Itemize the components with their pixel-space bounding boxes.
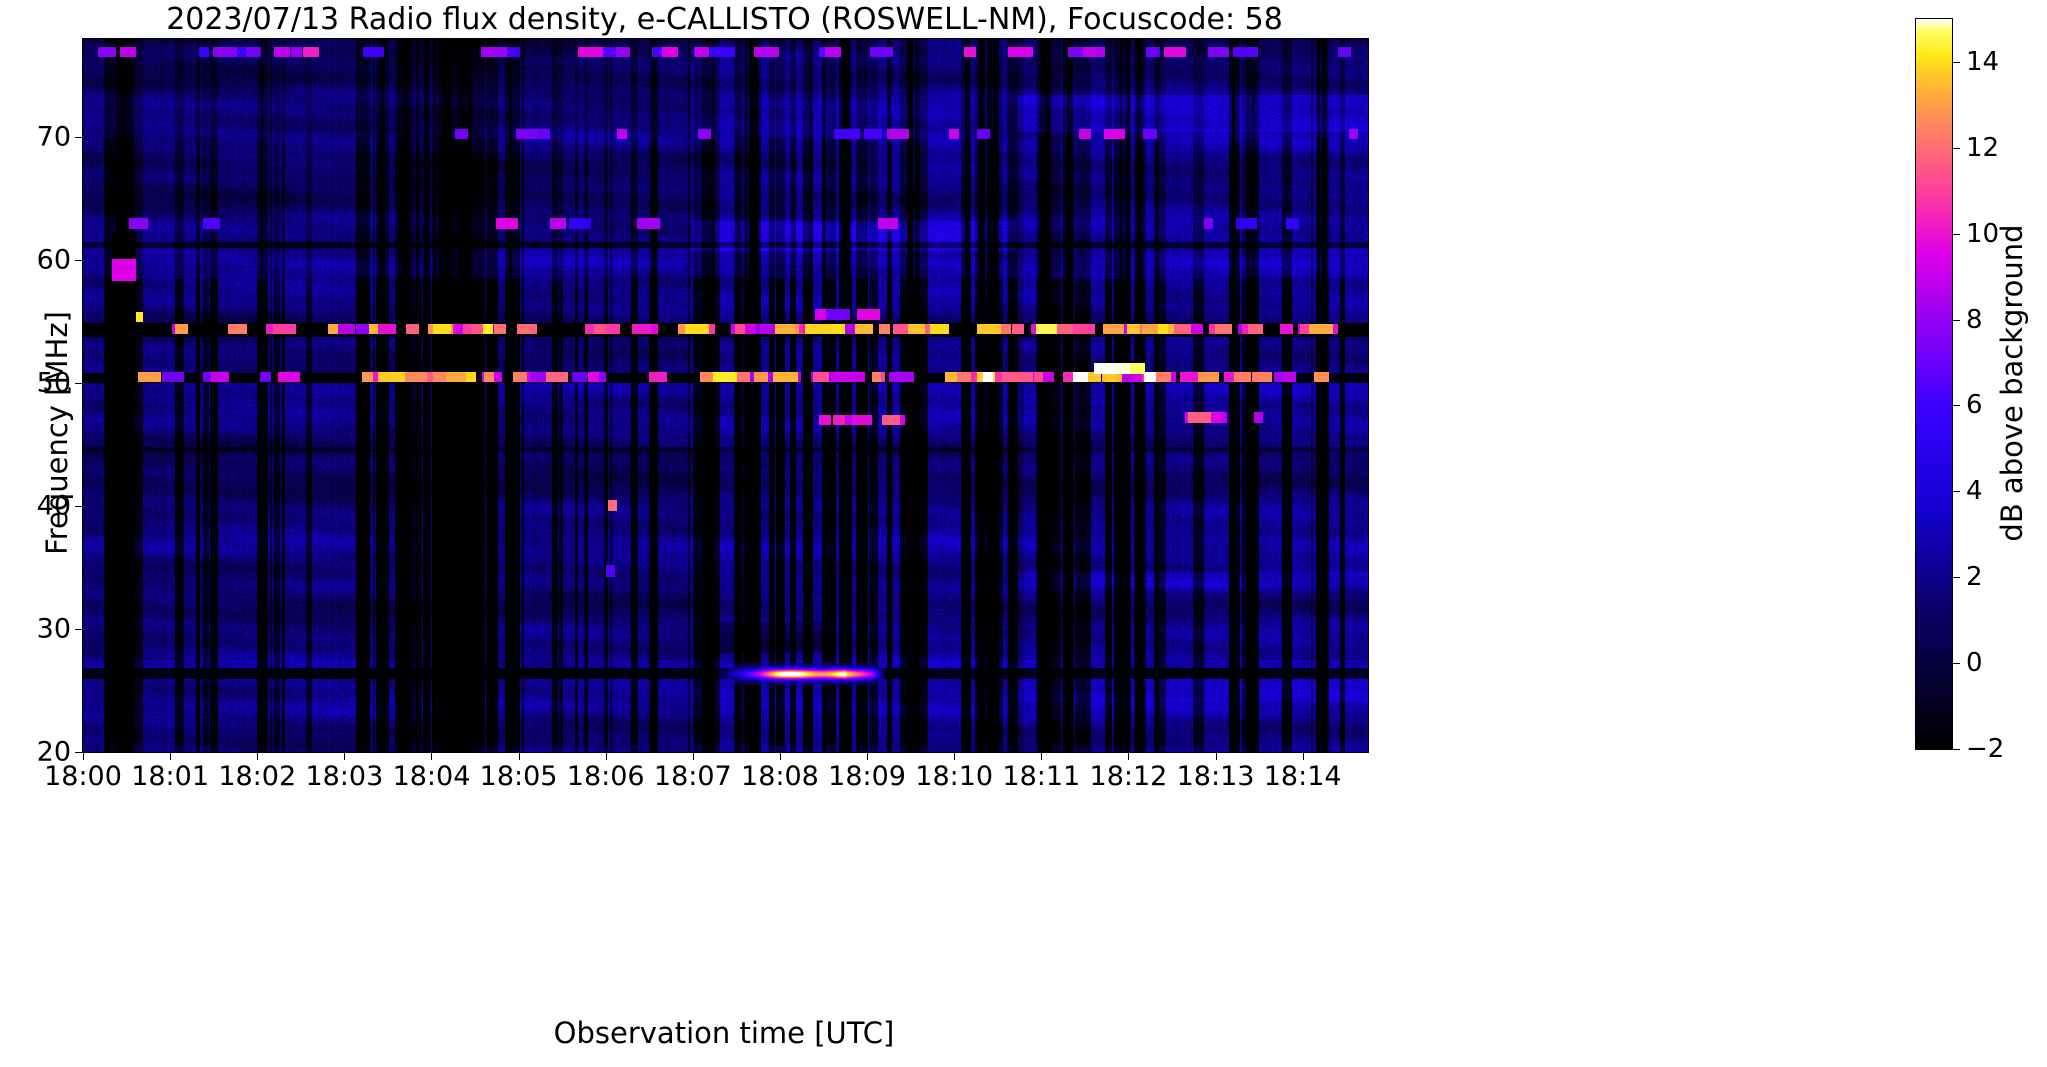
- x-tick-mark: [257, 753, 259, 760]
- x-tick-mark: [431, 753, 433, 760]
- x-tick-label: 18:00: [44, 761, 122, 792]
- colorbar-tick-mark: [1953, 491, 1960, 493]
- colorbar-gradient: [1916, 19, 1952, 749]
- page-title: 2023/07/13 Radio flux density, e-CALLIST…: [166, 2, 1283, 37]
- y-tick-label: 30: [36, 613, 71, 645]
- x-tick-mark: [1302, 753, 1304, 760]
- x-tick-label: 18:01: [131, 761, 210, 792]
- x-tick-label: 18:02: [218, 761, 297, 792]
- x-tick-label: 18:05: [479, 761, 558, 792]
- x-tick-label: 18:12: [1089, 761, 1168, 792]
- x-tick-mark: [344, 753, 346, 760]
- x-tick-mark: [83, 753, 84, 760]
- x-axis-ticks: 18:00 18:01 18:02 18:03 18:04 18:05 18:06 18:07…: [44, 753, 1368, 813]
- colorbar-tick-mark: [1953, 577, 1960, 579]
- x-tick-label: 18:11: [1002, 761, 1081, 792]
- x-tick-mark: [954, 753, 956, 760]
- x-tick-mark: [518, 753, 520, 760]
- x-tick-label: 18:04: [392, 761, 471, 792]
- colorbar-tick-mark: [1953, 405, 1960, 407]
- spectrogram-heatmap: [83, 39, 1368, 752]
- x-tick-mark: [692, 753, 694, 760]
- colorbar-tick-mark: [1953, 61, 1960, 63]
- y-tick-label: 20: [36, 736, 71, 768]
- spectrogram-axes: Frequency [MHz] 20 30 40 50 60 70 18:00 18:01 1…: [37, 38, 1369, 792]
- colorbar-tick-label: 14: [1966, 46, 2000, 77]
- colorbar-tick-label: 10: [1966, 218, 2000, 249]
- y-tick-mark: [75, 260, 82, 262]
- colorbar-tick-label: 4: [1966, 476, 1983, 507]
- x-tick-label: 18:06: [566, 761, 645, 792]
- y-tick-label: 50: [36, 367, 71, 399]
- x-tick-label: 18:13: [1176, 761, 1255, 792]
- colorbar-tick-mark: [1953, 749, 1960, 750]
- x-tick-mark: [170, 753, 172, 760]
- y-tick-mark: [75, 383, 82, 385]
- x-tick-label: 18:08: [741, 761, 819, 792]
- x-tick-label: 18:10: [915, 761, 994, 792]
- colorbar-tick-mark: [1953, 147, 1960, 149]
- y-tick-mark: [75, 752, 82, 753]
- colorbar-tick-label: 12: [1966, 132, 2000, 163]
- y-tick-label: 70: [36, 121, 71, 153]
- x-tick-mark: [1128, 753, 1130, 760]
- x-tick-label: 18:09: [828, 761, 906, 792]
- y-tick-mark: [75, 629, 82, 631]
- x-tick-mark: [605, 753, 607, 760]
- y-tick-label: 60: [36, 244, 71, 276]
- colorbar-tick-mark: [1953, 663, 1960, 665]
- colorbar-tick-label: −2: [1966, 734, 2005, 764]
- y-tick-mark: [75, 506, 82, 508]
- x-tick-mark: [1041, 753, 1043, 760]
- colorbar-tick-mark: [1953, 233, 1960, 235]
- x-tick-label: 18:07: [653, 761, 732, 792]
- x-tick-mark: [779, 753, 781, 760]
- y-tick-mark: [75, 137, 82, 139]
- x-tick-mark: [1215, 753, 1217, 760]
- colorbar-tick-mark: [1953, 319, 1960, 321]
- x-tick-label: 18:14: [1263, 761, 1342, 792]
- x-tick-mark: [867, 753, 869, 760]
- x-tick-label: 18:03: [305, 761, 384, 792]
- colorbar-tick-label: 2: [1966, 562, 1983, 593]
- colorbar-tick-label: 8: [1966, 304, 1983, 335]
- colorbar-tick-label: 0: [1966, 648, 1983, 679]
- y-tick-label: 40: [36, 490, 71, 522]
- x-axis-label: Observation time [UTC]: [553, 1016, 895, 1050]
- colorbar: −2 0 2 4 6 8 10 12 14: [1915, 18, 2004, 762]
- colorbar-label: dB above background: [1995, 224, 2029, 542]
- colorbar-tick-label: 6: [1966, 390, 1983, 421]
